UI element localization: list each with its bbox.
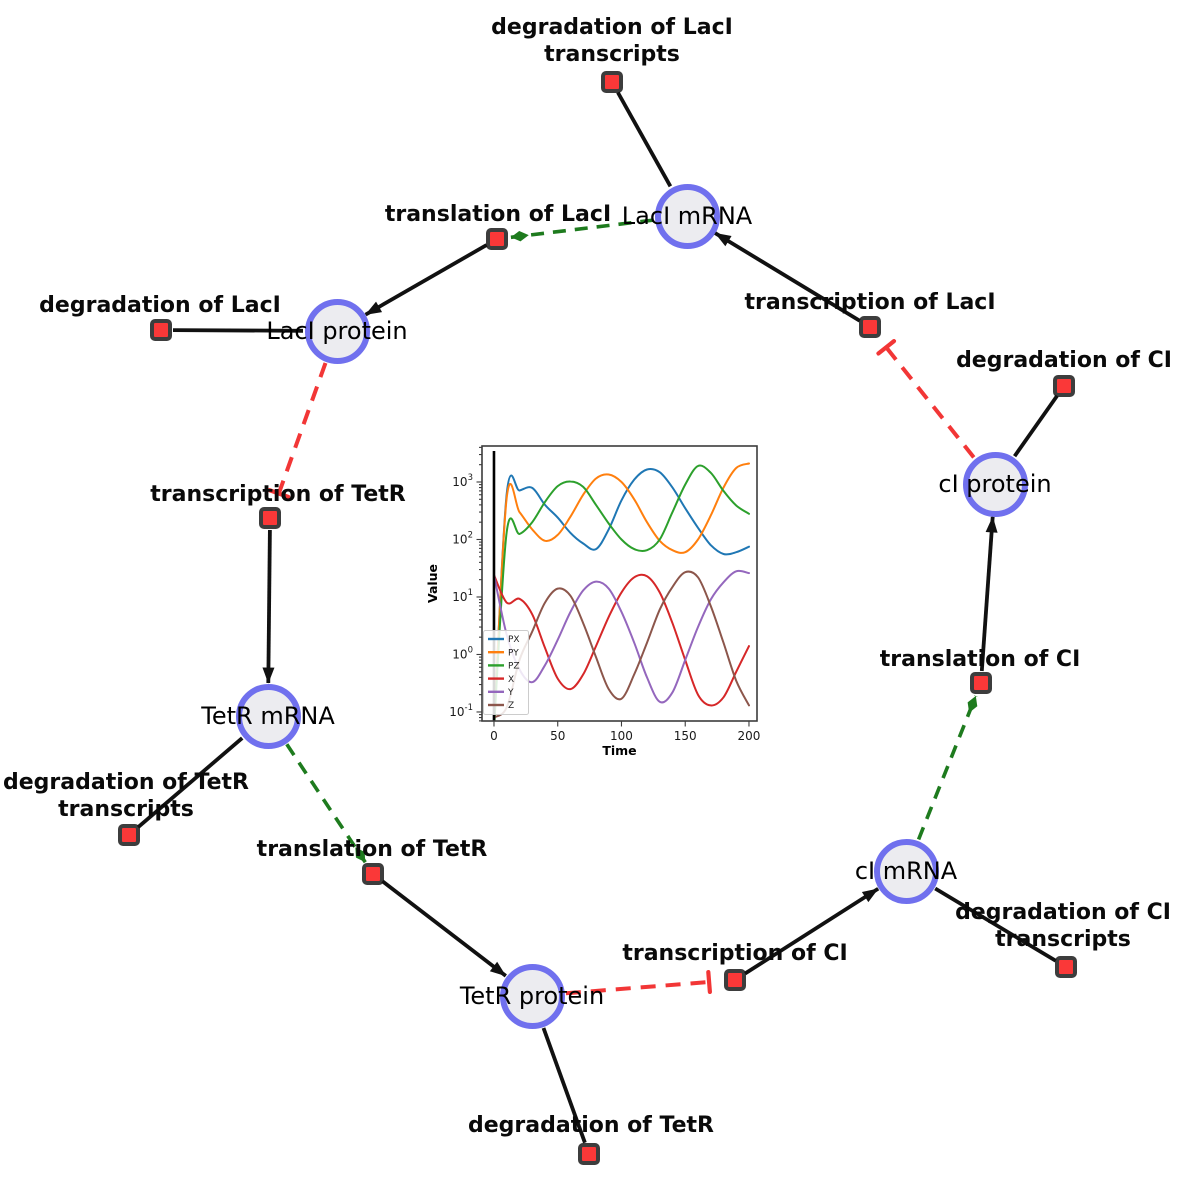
y-tick-label: 10-1	[449, 703, 473, 719]
plot-line-PX	[493, 467, 750, 721]
species-node-laci-protein[interactable]	[304, 298, 370, 364]
y-tick-label: 100	[452, 645, 473, 661]
reaction-node-degradation-ci[interactable]	[1053, 375, 1075, 397]
plot-frame	[481, 445, 758, 722]
species-node-tetr-protein[interactable]	[499, 963, 565, 1029]
reaction-node-translation-ci[interactable]	[970, 672, 992, 694]
legend-entry-Z: Z	[488, 701, 514, 711]
legend-label: X	[508, 675, 514, 685]
reaction-node-degradation-ci-transcripts[interactable]	[1055, 956, 1077, 978]
plot-line-Z	[493, 570, 750, 719]
legend-label: Y	[507, 688, 514, 698]
legend-entry-X: X	[488, 675, 514, 685]
plot-line-PZ	[493, 464, 750, 721]
species-node-laci-mrna[interactable]	[654, 183, 720, 249]
legend-label: PZ	[508, 662, 520, 672]
reaction-node-degradation-tetr-transcripts[interactable]	[118, 824, 140, 846]
plot-legend: PX PY PZ XYZ	[483, 630, 529, 715]
reaction-node-degradation-tetr[interactable]	[578, 1143, 600, 1165]
reaction-node-transcription-laci[interactable]	[859, 316, 881, 338]
plot-line-Y	[493, 569, 750, 704]
x-tick-label: 100	[610, 729, 633, 743]
legend-entry-Y: Y	[488, 688, 514, 698]
reaction-node-degradation-laci-transcripts[interactable]	[601, 71, 623, 93]
tick-labels: 10-1 100 101 102 103 0 50 100 150 200	[449, 473, 760, 743]
legend-entry-PY: PY	[488, 648, 519, 658]
reaction-node-degradation-laci[interactable]	[150, 319, 172, 341]
x-tick-label: 200	[738, 729, 761, 743]
species-node-ci-protein[interactable]	[962, 451, 1028, 517]
legend-label: PY	[508, 648, 519, 658]
y-tick-label: 101	[452, 588, 473, 604]
legend-label: Z	[508, 701, 514, 711]
legend-entry-PX: PX	[488, 635, 520, 645]
reaction-node-transcription-ci[interactable]	[724, 969, 746, 991]
species-node-tetr-mrna[interactable]	[235, 683, 301, 749]
x-tick-label: 0	[490, 729, 498, 743]
x-axis-label: Time	[602, 743, 636, 758]
x-tick-label: 50	[550, 729, 565, 743]
x-tick-label: 150	[674, 729, 697, 743]
y-axis-label: Value	[427, 564, 440, 603]
reaction-node-translation-laci[interactable]	[486, 228, 508, 250]
y-tick-label: 103	[452, 473, 473, 489]
plot-line-PY	[493, 462, 750, 721]
reaction-node-translation-tetr[interactable]	[362, 863, 384, 885]
species-node-ci-mrna[interactable]	[873, 838, 939, 904]
reaction-node-transcription-tetr[interactable]	[259, 507, 281, 529]
legend-label: PX	[508, 635, 520, 645]
y-tick-label: 102	[452, 530, 473, 546]
legend-entry-PZ: PZ	[488, 662, 520, 672]
